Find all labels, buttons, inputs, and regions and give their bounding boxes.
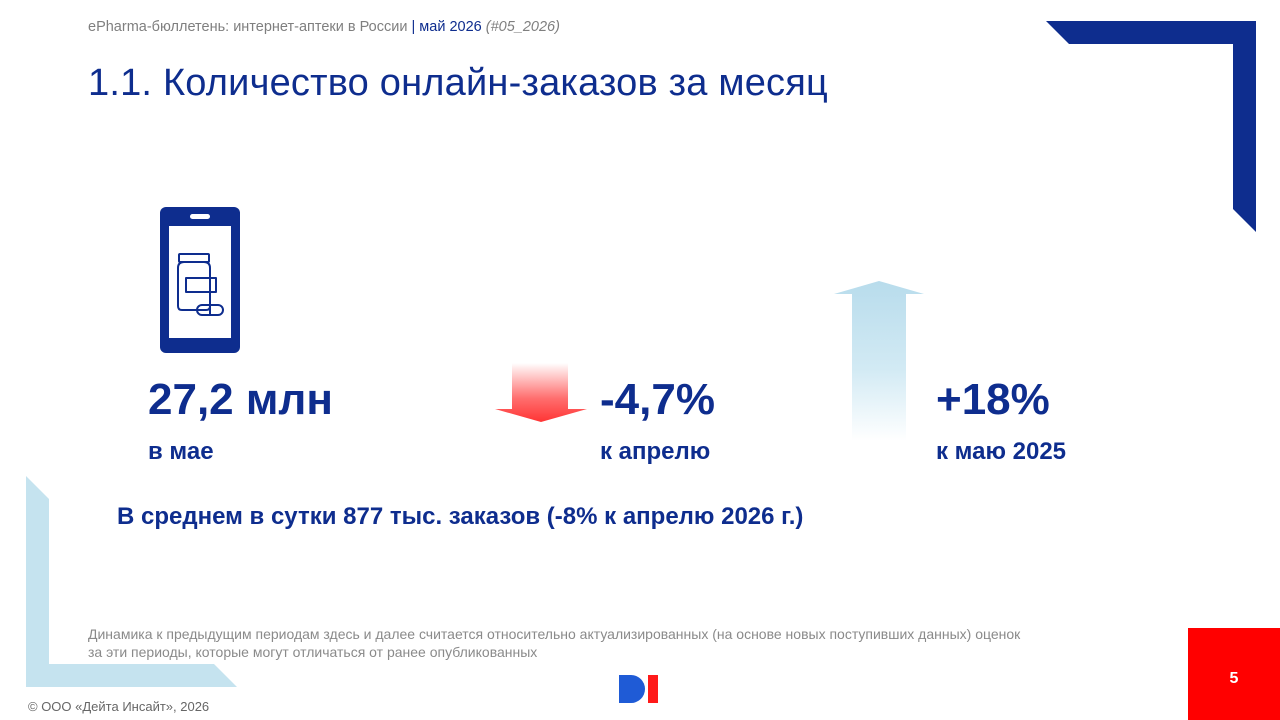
bulletin-name: ePharma-бюллетень: интернет-аптеки в Рос…	[88, 19, 408, 35]
corner-bracket-bottom-left	[26, 476, 237, 687]
page-title: 1.1. Количество онлайн-заказов за месяц	[88, 62, 828, 104]
footnote-line-2: за эти периоды, которые могут отличаться…	[88, 644, 538, 660]
page-number: 5	[1229, 670, 1239, 687]
footnote: Динамика к предыдущим периодам здесь и д…	[88, 625, 1168, 661]
arrow-up-icon	[834, 281, 924, 441]
copyright: © ООО «Дейта Инсайт», 2026	[28, 699, 210, 714]
bulletin-period: май 2026	[419, 19, 482, 35]
kpi-yoy-caption: к маю 2025	[936, 438, 1067, 465]
arrow-down-icon	[495, 363, 587, 422]
header-line: ePharma-бюллетень: интернет-аптеки в Рос…	[88, 19, 560, 35]
header-separator: |	[411, 19, 416, 35]
daily-average-statement: В среднем в сутки 877 тыс. заказов (-8% …	[117, 503, 804, 530]
smartphone-medicine-icon	[160, 207, 240, 353]
corner-bracket-top-right	[1046, 21, 1256, 232]
bulletin-issue: (#05_2026)	[485, 19, 560, 35]
kpi-mom-value: -4,7%	[600, 375, 715, 424]
kpi-mom-caption: к апрелю	[600, 438, 711, 465]
di-logo	[619, 675, 658, 703]
footnote-line-1: Динамика к предыдущим периодам здесь и д…	[88, 626, 1021, 642]
kpi-yoy-value: +18%	[936, 375, 1050, 424]
page-number-box: 5	[1188, 628, 1280, 720]
kpi-orders-value: 27,2 млн	[148, 375, 333, 424]
kpi-orders-caption: в мае	[148, 438, 214, 465]
